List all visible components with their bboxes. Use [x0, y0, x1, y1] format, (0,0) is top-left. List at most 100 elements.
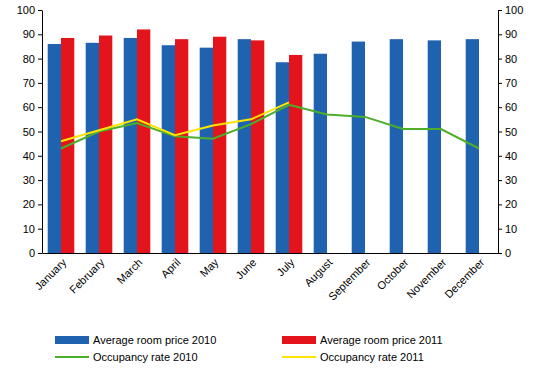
tick: 30 [498, 174, 517, 186]
bar-series [48, 38, 479, 253]
tick-mark [498, 34, 502, 35]
legend-entry: Occupancy rate 2010 [55, 351, 198, 363]
tick-mark [498, 107, 502, 108]
tick-mark [38, 107, 42, 108]
tick-label: September [326, 256, 373, 303]
tick: 80 [23, 53, 42, 65]
tick-mark [38, 59, 42, 60]
tick-label: 80 [505, 53, 517, 65]
axis-line [43, 253, 499, 254]
tick: 100 [17, 4, 42, 16]
tick-label: 40 [505, 150, 517, 162]
tick-mark [498, 83, 502, 84]
tick: December [442, 256, 487, 301]
tick-label: 0 [29, 247, 35, 259]
tick-label: January [32, 256, 69, 293]
tick-label: August [302, 256, 335, 289]
plot: 0102030405060708090100010203040506070809… [17, 4, 524, 303]
tick-label: July [274, 256, 297, 279]
tick-mark [38, 253, 42, 254]
tick-label: April [158, 256, 182, 280]
chart: 0102030405060708090100010203040506070809… [0, 0, 546, 376]
legend-label: Average room price 2010 [93, 334, 216, 346]
tick: 0 [498, 247, 511, 259]
legend-label: Occupancy rate 2010 [93, 351, 198, 363]
tick-label: May [197, 256, 221, 280]
bar [137, 29, 150, 253]
tick-mark [498, 156, 502, 157]
line [61, 102, 289, 141]
tick-label: 90 [505, 28, 517, 40]
legend-label: Average room price 2011 [320, 334, 443, 346]
tick: February [67, 256, 107, 296]
legend-swatch [55, 336, 89, 344]
tick-label: March [114, 256, 144, 286]
y2-axis: 0 10 20 30 40 50 60 70 80 90 100 [498, 4, 523, 259]
legend-entry: Average room price 2010 [55, 334, 216, 346]
tick: 60 [23, 101, 42, 113]
legend-swatch [55, 356, 89, 358]
tick: 50 [498, 126, 517, 138]
legend-entry: Occupancy rate 2011 [282, 351, 424, 363]
tick-label: 50 [505, 126, 517, 138]
tick-mark [498, 59, 502, 60]
bar [175, 39, 188, 253]
tick-label: December [442, 256, 487, 301]
tick: August [302, 256, 335, 289]
tick-label: June [233, 256, 258, 281]
tick: 50 [23, 126, 42, 138]
bar [124, 38, 137, 253]
bar [428, 40, 441, 253]
bar [276, 62, 289, 253]
bar-series [61, 29, 302, 253]
tick-label: 90 [23, 28, 35, 40]
tick: 70 [498, 77, 517, 89]
tick-label: 50 [23, 126, 35, 138]
tick-label: 100 [505, 4, 523, 16]
tick: May [197, 256, 221, 280]
tick-mark [498, 253, 502, 254]
tick: January [32, 256, 69, 293]
tick-label: 60 [23, 101, 35, 113]
bar [162, 45, 175, 253]
bar [352, 42, 365, 253]
bar [48, 44, 61, 253]
tick-mark [38, 204, 42, 205]
legend-swatch [282, 336, 316, 344]
bar [200, 48, 213, 253]
tick: 10 [23, 223, 42, 235]
tick: September [326, 256, 373, 303]
tick: 20 [498, 198, 517, 210]
tick: 90 [23, 28, 42, 40]
tick: 40 [498, 150, 517, 162]
tick-label: 70 [23, 77, 35, 89]
bar [99, 36, 112, 253]
legend-entry: Average room price 2011 [282, 334, 443, 346]
tick-mark [498, 132, 502, 133]
tick: 20 [23, 198, 42, 210]
tick-label: 80 [23, 53, 35, 65]
bar [251, 40, 264, 253]
axis-line [42, 11, 43, 254]
legend: Average room price 2010 Average room pric… [55, 334, 443, 363]
bar [390, 39, 403, 253]
bar [314, 54, 327, 253]
tick-mark [38, 10, 42, 11]
legend-swatch [282, 356, 316, 358]
tick-mark [38, 156, 42, 157]
tick-label: 10 [505, 223, 517, 235]
tick-mark [498, 204, 502, 205]
tick-mark [498, 180, 502, 181]
tick-label: 30 [505, 174, 517, 186]
tick: 80 [498, 53, 517, 65]
tick-label: 60 [505, 101, 517, 113]
tick-mark [38, 180, 42, 181]
tick-mark [498, 229, 502, 230]
tick-label: 10 [23, 223, 35, 235]
bar [213, 37, 226, 253]
tick: June [233, 256, 258, 281]
tick: 0 [29, 247, 42, 259]
legend-label: Occupancy rate 2011 [320, 351, 424, 363]
tick: July [274, 256, 297, 279]
x-axis: JanuaryFebruaryMarch April May June JulyAugu… [32, 254, 498, 303]
